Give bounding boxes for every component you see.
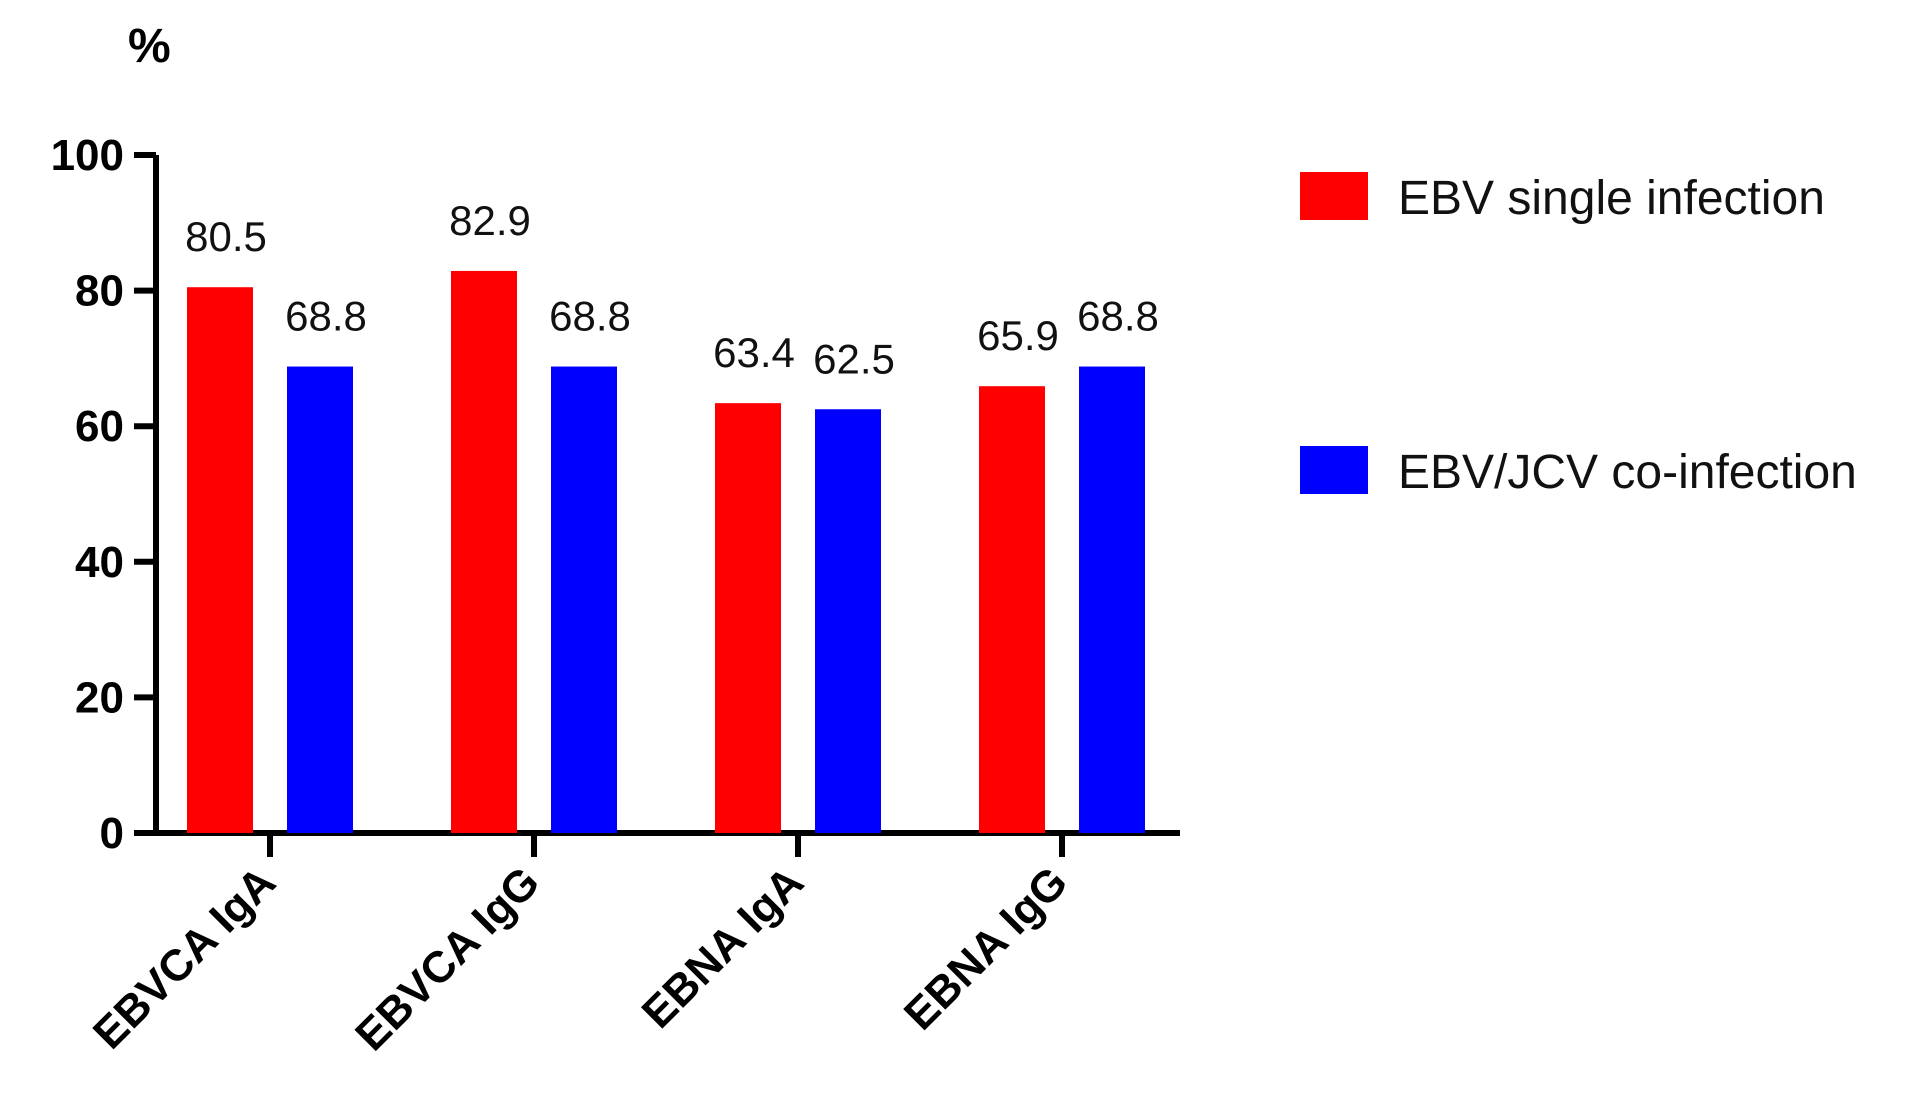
- bar: [979, 386, 1045, 833]
- bar-value-label: 63.4: [713, 329, 795, 376]
- legend-swatch: [1300, 172, 1368, 220]
- legend-label: EBV/JCV co-infection: [1398, 446, 1857, 499]
- y-axis-unit-label: %: [128, 20, 171, 73]
- bar: [287, 366, 353, 833]
- x-category-label: EBVCA IgG: [346, 857, 549, 1060]
- bar: [715, 403, 781, 833]
- legend-label: EBV single infection: [1398, 172, 1825, 225]
- y-tick-label: 0: [100, 809, 124, 858]
- bar-value-label: 62.5: [813, 335, 895, 382]
- bar: [1079, 366, 1145, 833]
- y-tick-label: 40: [75, 538, 124, 587]
- bar-value-label: 68.8: [1077, 293, 1159, 340]
- legend: EBV single infection EBV/JCV co-infection: [1300, 172, 1857, 499]
- bar: [551, 366, 617, 833]
- legend-swatch: [1300, 446, 1368, 494]
- x-category-label: EBNA IgA: [633, 857, 813, 1037]
- x-category-label: EBNA IgG: [895, 857, 1077, 1039]
- y-tick-label: 60: [75, 402, 124, 451]
- bar-value-label: 82.9: [449, 197, 531, 244]
- bar-value-label: 80.5: [185, 213, 267, 260]
- y-tick-label: 100: [51, 131, 124, 180]
- bar-value-label: 68.8: [549, 293, 631, 340]
- bar-value-label: 68.8: [285, 293, 367, 340]
- data-labels: 80.5 82.9 63.4 65.9 68.8 68.8 62.5 68.8: [185, 197, 1159, 382]
- x-category-label: EBVCA IgA: [84, 857, 285, 1058]
- bar: [187, 287, 253, 834]
- y-tick-label: 20: [75, 673, 124, 722]
- bar-value-label: 65.9: [977, 312, 1059, 359]
- bars: [187, 270, 1145, 834]
- bar: [451, 270, 517, 833]
- y-tick-label: 80: [75, 267, 124, 316]
- bar: [815, 409, 881, 833]
